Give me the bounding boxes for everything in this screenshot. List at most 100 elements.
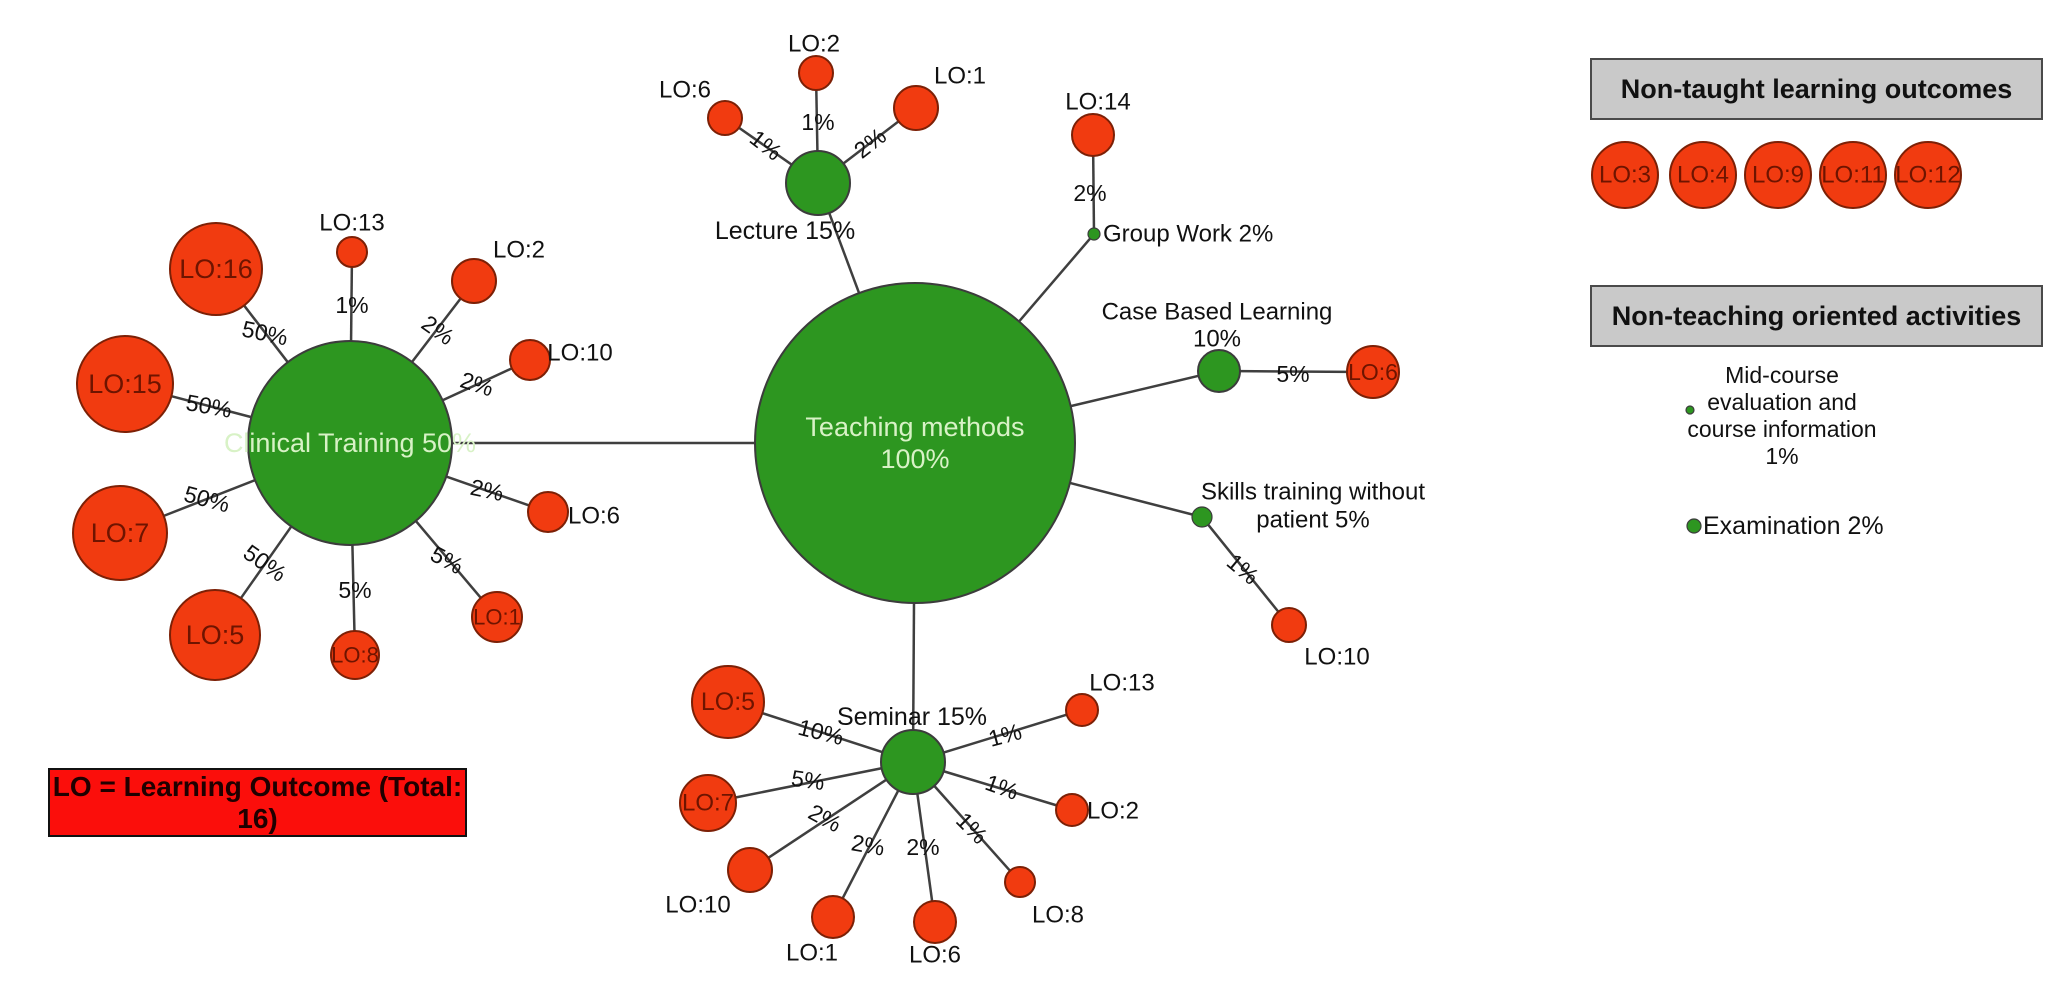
- non-teaching-header-label: Non-teaching oriented activities: [1611, 300, 2022, 331]
- label-node-skills-training: Skills training without: [1201, 479, 1425, 506]
- edge-lecture-l2: [815, 89, 819, 152]
- label-clinical-lo-7: LO:7: [91, 518, 150, 548]
- label-node-skills-training: patient 5%: [1256, 507, 1369, 534]
- edge-label-seminar-m7: 5%: [790, 765, 827, 795]
- groupwork-lo-14: [1071, 113, 1115, 157]
- label-lecture-lo-1: LO:1: [934, 63, 986, 90]
- non-taught-header: Non-taught learning outcomes: [1590, 58, 2043, 120]
- lecture-lo-1: [893, 85, 939, 131]
- label-seminar-lo-6: LO:6: [909, 942, 961, 969]
- non-taught-lo-3: [1591, 141, 1659, 209]
- edge-seminar-m7: [735, 767, 882, 799]
- label-clinical-lo-13: LO:13: [319, 210, 384, 237]
- skills-lo-10: [1271, 607, 1307, 643]
- non-taught-lo-9: [1744, 141, 1812, 209]
- edge-seminar-m8: [933, 785, 1011, 872]
- clinical-lo-6: [527, 491, 569, 533]
- lecture-lo-2: [798, 55, 834, 91]
- non-taught-lo-4: [1669, 141, 1737, 209]
- edge-seminar-m1: [841, 789, 900, 899]
- clinical-lo-8: [330, 630, 380, 680]
- label-node-teaching-methods: 100%: [880, 444, 949, 474]
- clinical-lo-13: [336, 236, 368, 268]
- label-clinical-lo-2: LO:2: [493, 237, 545, 264]
- node-clinical-training: [247, 340, 453, 546]
- edge-label-lecture-l2: 1%: [801, 109, 834, 135]
- label-seminar-lo-1: LO:1: [786, 940, 838, 967]
- edge-label-cbl-cb6: 5%: [1276, 361, 1309, 387]
- label-clinical-lo-8: LO:8: [331, 643, 379, 668]
- edge-label-clinical-c16: 50%: [240, 315, 290, 350]
- label-groupwork-lo-14: LO:14: [1065, 89, 1130, 116]
- edge-seminar-m13: [943, 713, 1068, 754]
- edge-label-clinical-c2c: 2%: [417, 310, 459, 350]
- label-node-mid-course-evaluation: 1%: [1765, 443, 1798, 469]
- legend-label: LO = Learning Outcome (Total: 16): [52, 770, 463, 834]
- edge-label-lecture-l6: 1%: [745, 125, 787, 166]
- label-seminar-lo-10: LO:10: [665, 892, 730, 919]
- edge-teaching-skills: [1069, 481, 1193, 516]
- label-node-teaching-methods: Teaching methods: [805, 412, 1024, 442]
- label-seminar-lo-2: LO:2: [1087, 798, 1139, 825]
- clinical-lo-1: [471, 591, 523, 643]
- edge-clinical-c15: [171, 394, 252, 419]
- label-seminar-lo-5: LO:5: [701, 688, 755, 716]
- cbl-lo-6: [1346, 345, 1400, 399]
- edge-label-clinical-c6c: 2%: [468, 474, 506, 506]
- label-node-case-based-learning: 10%: [1193, 326, 1241, 353]
- node-mid-course-evaluation: [1685, 405, 1695, 415]
- edge-label-clinical-c13: 1%: [335, 292, 368, 318]
- edge-cbl-cb6: [1239, 369, 1348, 374]
- edge-skills-s10: [1207, 524, 1280, 613]
- clinical-lo-10: [509, 339, 551, 381]
- label-node-mid-course-evaluation: Mid-course: [1725, 362, 1839, 388]
- clinical-lo-16: [169, 222, 263, 316]
- node-case-based-learning: [1197, 349, 1241, 393]
- label-seminar-lo-8: LO:8: [1032, 902, 1084, 929]
- node-seminar: [880, 729, 946, 795]
- clinical-lo-2: [451, 258, 497, 304]
- edge-label-clinical-c10c: 2%: [457, 366, 497, 401]
- edge-lecture-l6: [738, 126, 793, 166]
- node-examination: [1686, 518, 1702, 534]
- edge-teaching-cbl: [1070, 374, 1199, 408]
- edge-label-clinical-c8c: 5%: [338, 577, 371, 603]
- label-clinical-lo-16: LO:16: [179, 254, 253, 284]
- label-non-taught-lo-11: LO:11: [1821, 162, 1885, 189]
- clinical-lo-15: [76, 335, 174, 433]
- edge-teaching-lecture: [828, 212, 861, 294]
- seminar-lo-6: [913, 900, 957, 944]
- label-clinical-lo-6: LO:6: [568, 503, 620, 530]
- edge-label-clinical-c15: 50%: [184, 389, 234, 423]
- edge-label-seminar-m1: 2%: [849, 829, 886, 860]
- label-non-taught-lo-12: LO:12: [1895, 162, 1960, 189]
- label-node-examination: Examination 2%: [1703, 512, 1884, 540]
- label-node-clinical-training: Clinical Training 50%: [224, 428, 476, 458]
- node-lecture: [785, 150, 851, 216]
- edge-clinical-c7c: [163, 479, 256, 518]
- label-node-lecture: Lecture 15%: [715, 217, 855, 245]
- label-node-mid-course-evaluation: course information: [1687, 416, 1876, 442]
- edge-lecture-l1: [842, 120, 900, 165]
- lecture-lo-6: [707, 100, 743, 136]
- edge-label-groupwork-l14: 2%: [1073, 180, 1106, 206]
- edge-label-seminar-m10: 2%: [804, 799, 846, 838]
- edge-label-seminar-m6: 2%: [906, 834, 939, 860]
- label-node-group-work: Group Work 2%: [1103, 221, 1273, 248]
- clinical-lo-5: [169, 589, 261, 681]
- label-non-taught-lo-3: LO:3: [1599, 162, 1651, 189]
- seminar-lo-10: [727, 847, 773, 893]
- edge-clinical-c8c: [351, 544, 356, 632]
- label-seminar-lo-7: LO:7: [682, 790, 734, 817]
- edge-seminar-m6: [916, 793, 934, 902]
- edge-label-lecture-l1: 2%: [849, 123, 891, 164]
- node-teaching-methods: [754, 282, 1076, 604]
- label-node-seminar: Seminar 15%: [837, 703, 987, 731]
- node-group-work: [1087, 227, 1101, 241]
- label-non-taught-lo-4: LO:4: [1677, 162, 1729, 189]
- label-node-mid-course-evaluation: evaluation and: [1707, 389, 1857, 415]
- edge-clinical-c5c: [239, 525, 293, 599]
- seminar-lo-2: [1055, 793, 1089, 827]
- label-cbl-lo-6: LO:6: [1348, 359, 1398, 385]
